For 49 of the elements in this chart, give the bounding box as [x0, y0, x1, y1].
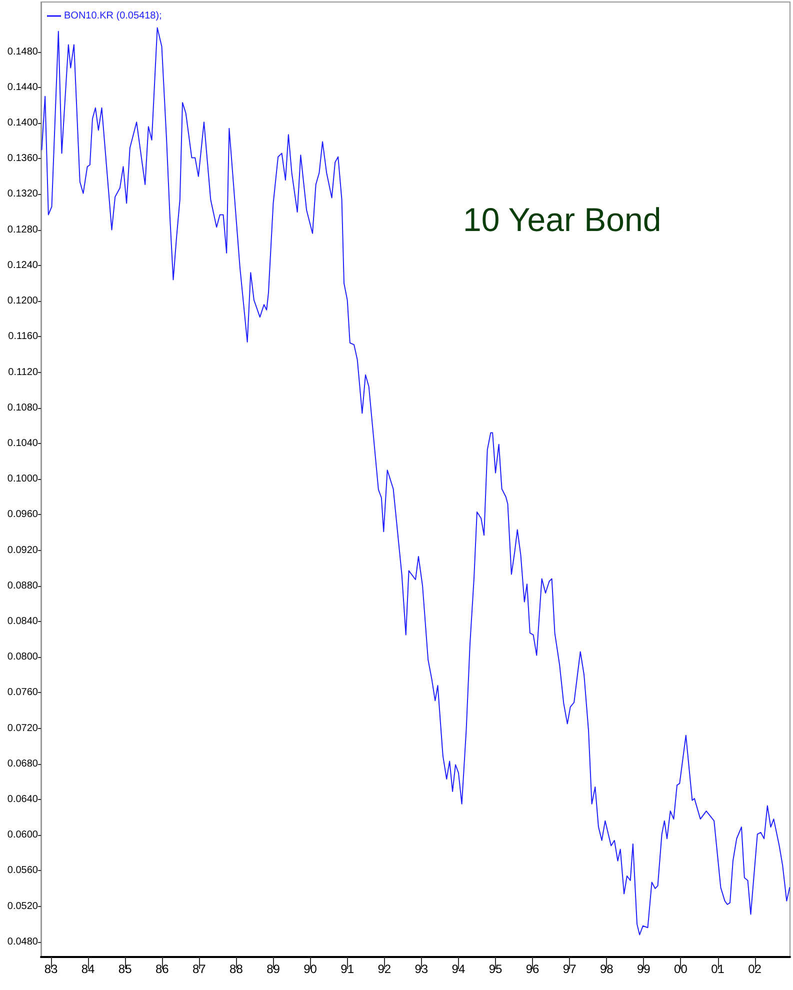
y-tick-label: 0.0760: [7, 687, 38, 698]
x-tick-label: 00: [674, 962, 688, 976]
y-tick-label: 0.0800: [7, 652, 38, 663]
y-tick-label: 0.0600: [7, 830, 38, 841]
x-tick-label: 83: [44, 962, 58, 976]
y-tick-label: 0.0680: [7, 758, 38, 770]
x-tick-label: 02: [748, 962, 762, 976]
x-tick-label: 94: [452, 962, 466, 976]
y-tick-label: 0.1480: [7, 46, 38, 58]
x-tick-label: 90: [304, 962, 318, 976]
x-tick-label: 88: [230, 962, 244, 976]
y-tick-label: 0.1120: [8, 366, 38, 378]
y-tick-label: 0.1400: [7, 118, 38, 129]
y-tick-label: 0.1200: [7, 296, 38, 307]
x-tick-label: 87: [192, 962, 206, 976]
x-tick-label: 99: [637, 962, 651, 976]
x-tick-label: 89: [266, 962, 280, 976]
y-tick-label: 0.0640: [7, 794, 38, 805]
y-tick-label: 0.0920: [7, 544, 38, 556]
y-tick-label: 0.1240: [7, 260, 38, 271]
x-tick-label: 92: [378, 962, 392, 976]
line-series: [41, 27, 790, 936]
y-tick-label: 0.1360: [7, 153, 38, 164]
x-tick-label: 93: [414, 962, 428, 976]
text: 10 Year Bond: [463, 201, 662, 238]
legend-label: BON10.KR (0.05418);: [64, 10, 162, 22]
y-tick-label: 0.0520: [7, 900, 38, 912]
y-tick-label: 0.1080: [7, 402, 38, 414]
y-tick-label: 0.1440: [7, 82, 38, 93]
y-tick-label: 0.1160: [8, 331, 38, 342]
x-tick-label: 85: [118, 962, 132, 976]
y-tick-label: 0.0720: [7, 722, 38, 734]
y-tick-label: 0.0960: [7, 509, 38, 520]
x-tick-label: 91: [340, 962, 354, 976]
y-tick-label: 0.1320: [7, 188, 38, 200]
x-tick-label: 01: [711, 962, 725, 976]
y-tick-label: 0.0560: [7, 865, 38, 876]
y-tick-label: 0.1040: [7, 438, 38, 449]
x-tick-label: 84: [81, 962, 96, 976]
x-tick-label: 95: [488, 962, 503, 976]
y-tick-label: 0.1000: [7, 474, 38, 485]
y-tick-label: 0.0880: [7, 580, 38, 592]
x-tick-label: 98: [600, 962, 614, 976]
x-tick-label: 96: [526, 962, 540, 976]
x-tick-label: 97: [562, 962, 577, 976]
y-tick-label: 0.0840: [7, 616, 38, 627]
y-tick-label: 0.1280: [7, 224, 38, 236]
x-tick-label: 86: [155, 962, 170, 976]
y-tick-label: 0.0480: [7, 936, 38, 948]
